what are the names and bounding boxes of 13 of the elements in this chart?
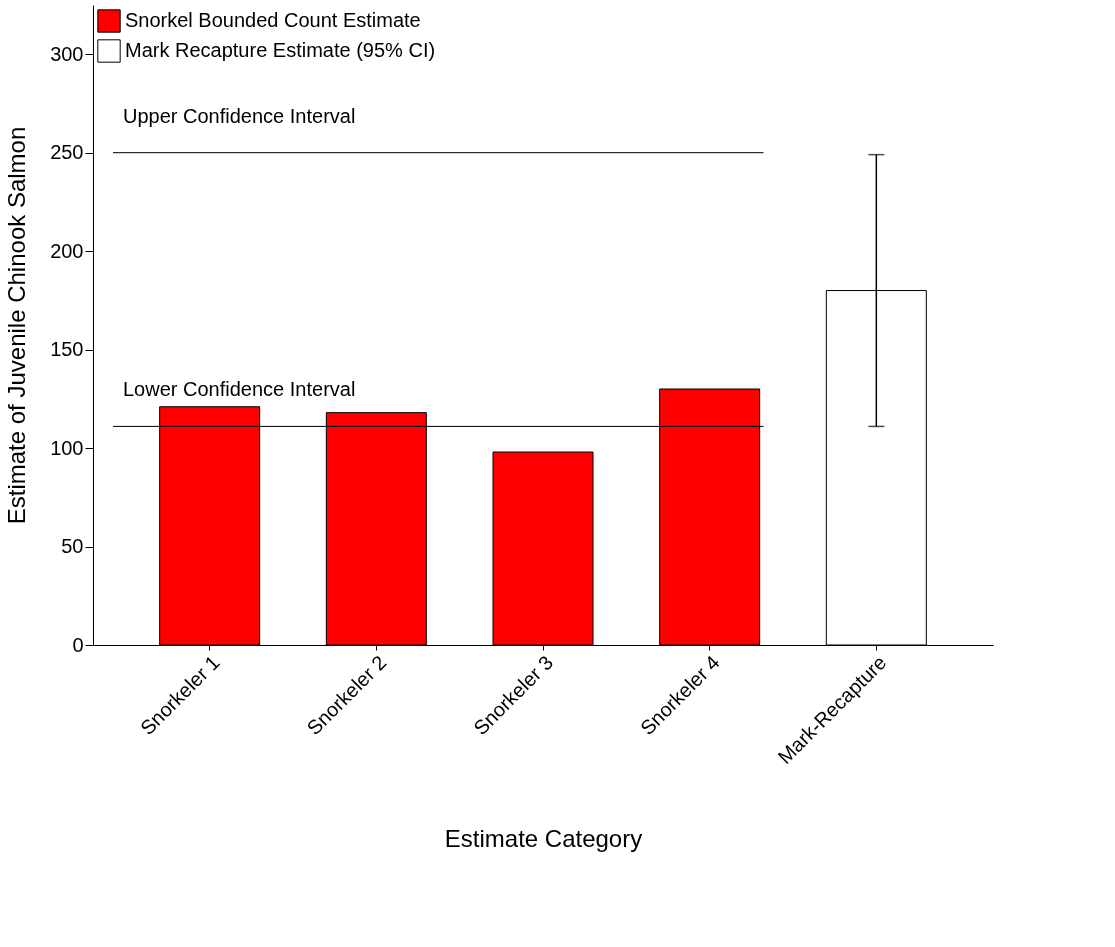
y-tick-label: 0 [72, 633, 84, 656]
y-tick-label: 150 [50, 338, 84, 361]
ref-line-label: Upper Confidence Interval [123, 104, 356, 127]
y-axis-title: Estimate of Juvenile Chinook Salmon [3, 126, 31, 525]
ref-line-label: Lower Confidence Interval [123, 378, 356, 401]
y-tick-label: 250 [50, 141, 84, 164]
legend-label: Snorkel Bounded Count Estimate [125, 9, 421, 31]
x-axis-title: Estimate Category [444, 825, 643, 853]
y-tick-label: 300 [50, 42, 84, 65]
y-tick-label: 50 [61, 535, 84, 558]
y-tick-label: 100 [50, 436, 84, 459]
legend-label: Mark Recapture Estimate (95% CI) [125, 39, 436, 61]
y-tick-label: 200 [50, 239, 84, 262]
